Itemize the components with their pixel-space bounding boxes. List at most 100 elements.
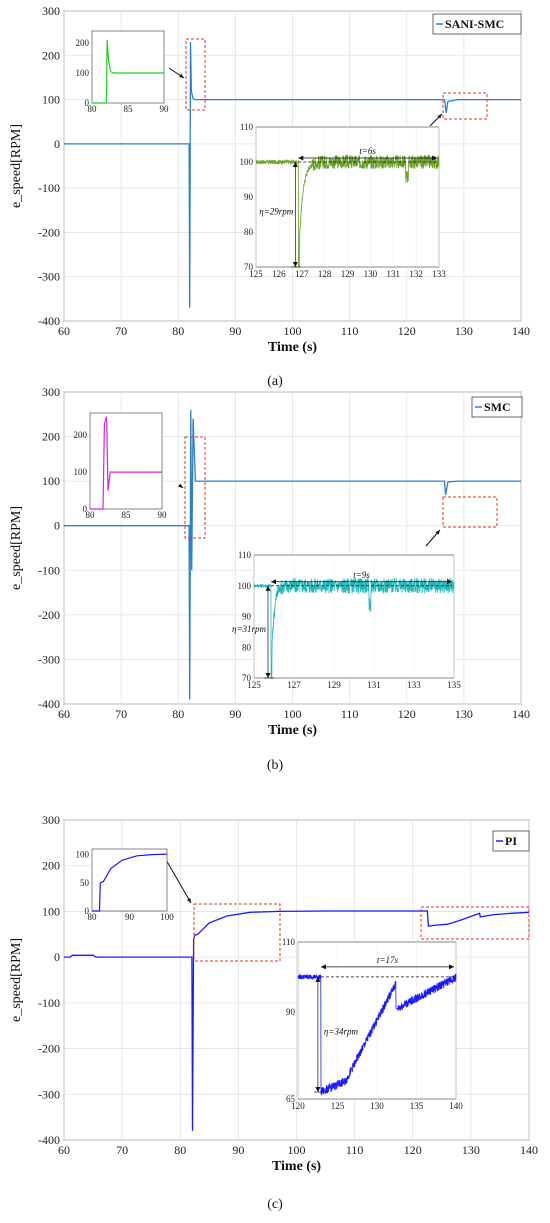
inset-x-tick: 135: [447, 680, 461, 690]
inset-x-tick: 80: [88, 912, 98, 922]
y-axis-label: e_speed[RPM]: [9, 506, 24, 590]
inset-y-tick: 200: [74, 430, 88, 440]
inset-y-tick: 110: [282, 937, 296, 947]
inset-y-tick: 110: [238, 550, 252, 560]
inset-y-tick: 65: [286, 1094, 296, 1104]
inset-series-line: [92, 39, 164, 104]
inset-y-tick: 90: [286, 1007, 296, 1017]
series-line-pi: [64, 910, 530, 1131]
arrow-head: [447, 579, 452, 585]
arrow-head: [292, 162, 298, 167]
inset-zoom-series-line: [253, 577, 455, 679]
inset-zoom-series-line: [297, 973, 457, 1096]
inset-x-tick: 90: [160, 104, 170, 114]
inset-frame: [253, 554, 455, 679]
pointer-arrow-1: [164, 857, 192, 904]
arrow-head: [292, 262, 298, 267]
y-tick-label: -100: [38, 181, 60, 195]
x-tick-label: 120: [404, 1143, 422, 1157]
arrow-head: [315, 1087, 321, 1093]
x-axis-label: Time (s): [272, 1159, 321, 1174]
x-axis-label: Time (s): [268, 723, 317, 738]
inset-y-tick: 100: [76, 850, 90, 860]
arrow-head: [320, 964, 326, 970]
inset-x-tick: 129: [341, 269, 355, 279]
arrow-head: [435, 530, 440, 535]
inset-zoom: 120 125 130 135 140 110 90 65 t=17s η=34rpm: [282, 937, 463, 1111]
chart-panel-1: 60 70 80 90 100 110 120 130 140 300 200 100 0 -100 -20…: [9, 4, 530, 389]
inset-x-tick: 129: [327, 680, 341, 690]
y-tick-label: -200: [38, 225, 60, 239]
arrow-head: [315, 976, 321, 982]
arrow-head: [432, 155, 437, 161]
x-tick-label: 90: [229, 707, 241, 721]
inset-x-tick: 140: [449, 1101, 463, 1111]
y-axis-label: e_speed[RPM]: [9, 124, 24, 208]
inset-y-tick: 70: [244, 262, 254, 272]
y-tick-label: 200: [42, 48, 60, 62]
legend: PI: [492, 830, 530, 852]
inset-x-tick: 133: [407, 680, 421, 690]
inset-y-tick: 100: [238, 581, 252, 591]
inset-frame: [89, 412, 163, 510]
inset-overview: 80 85 90 0 100 200: [76, 30, 170, 114]
panel-caption: (a): [267, 374, 283, 389]
inset-zoom: 125 127 129 131 133 135 110 100 90 80 70 t=9s η=31rp…: [232, 550, 461, 690]
zoom-region-box-1: [193, 903, 281, 962]
x-tick-label: 60: [58, 1143, 70, 1157]
arrow-head: [187, 898, 191, 903]
chart-panel-2: 60 70 80 90 100 110 120 130 140 300 200 100 0 -100 -20…: [9, 385, 530, 773]
y-tick-label: -300: [38, 1087, 60, 1101]
inset-x-tick: 128: [318, 269, 332, 279]
x-tick-label: 130: [462, 1143, 480, 1157]
y-tick-label: 100: [42, 93, 60, 107]
inset-x-tick: 80: [88, 104, 98, 114]
inset-x-tick: 85: [122, 510, 132, 520]
inset-y-tick: 50: [80, 878, 90, 888]
inset-x-tick: 80: [86, 510, 96, 520]
inset-y-tick: 100: [74, 467, 88, 477]
inset-overview: 80 85 90 0 100 200: [74, 412, 167, 520]
x-tick-label: 130: [455, 324, 473, 338]
y-axis-label: e_speed[RPM]: [9, 938, 24, 1022]
duration-annotation: t=6s: [359, 146, 376, 156]
y-tick-label: 200: [42, 859, 60, 873]
y-tick-label: 0: [54, 137, 60, 151]
inset-x-tick: 133: [432, 269, 446, 279]
arrow-head: [265, 585, 271, 591]
zoom-region-box-2: [442, 92, 488, 120]
inset-x-tick: 135: [410, 1101, 424, 1111]
x-tick-label: 110: [341, 707, 359, 721]
inset-x-tick: 132: [409, 269, 423, 279]
inset-x-tick: 130: [370, 1101, 384, 1111]
inset-x-tick: 130: [364, 269, 378, 279]
x-tick-label: 100: [284, 324, 302, 338]
x-axis-label: Time (s): [268, 340, 317, 355]
inset-y-tick: 0: [85, 98, 90, 108]
inset-x-tick: 100: [160, 912, 174, 922]
series-line-sani-smc: [64, 41, 521, 308]
y-tick-label: -200: [38, 608, 60, 622]
inset-x-tick: 120: [291, 1101, 305, 1111]
legend-box: [471, 396, 523, 418]
inset-y-tick: 70: [242, 673, 252, 683]
inset-x-tick: 126: [272, 269, 286, 279]
y-tick-label: -400: [38, 314, 60, 328]
panel-caption: (b): [267, 758, 284, 773]
x-tick-label: 60: [58, 707, 70, 721]
x-tick-label: 140: [520, 1143, 538, 1157]
y-tick-label: 100: [42, 904, 60, 918]
y-tick-label: -300: [38, 270, 60, 284]
inset-x-tick: 85: [124, 104, 134, 114]
inset-zoom-series-line: [255, 154, 440, 268]
arrow-head: [298, 155, 304, 161]
y-tick-label: 200: [42, 430, 60, 444]
inset-y-tick: 90: [242, 612, 252, 622]
inset-y-tick: 100: [240, 157, 254, 167]
arrow-head: [178, 483, 183, 488]
inset-series-line: [92, 853, 168, 912]
x-tick-label: 80: [174, 1143, 186, 1157]
x-tick-label: 80: [172, 324, 184, 338]
y-tick-label: 300: [42, 4, 60, 18]
